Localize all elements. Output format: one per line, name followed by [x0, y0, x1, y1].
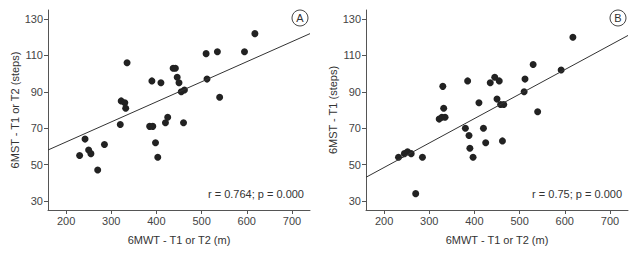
svg-text:200: 200 [57, 215, 75, 227]
svg-text:6MST - T1 or T2 (steps): 6MST - T1 or T2 (steps) [9, 52, 21, 169]
svg-text:500: 500 [192, 215, 210, 227]
svg-text:r = 0.764; p = 0.000: r = 0.764; p = 0.000 [208, 188, 304, 200]
svg-text:70: 70 [349, 122, 361, 134]
svg-text:110: 110 [25, 49, 43, 61]
svg-text:70: 70 [31, 122, 43, 134]
svg-text:600: 600 [556, 215, 574, 227]
svg-text:30: 30 [31, 195, 43, 207]
svg-text:A: A [296, 12, 304, 24]
svg-text:6MWT - T1 or T2 (m): 6MWT - T1 or T2 (m) [128, 234, 231, 246]
svg-text:6MWT - T1 or T2 (m): 6MWT - T1 or T2 (m) [446, 234, 549, 246]
svg-text:500: 500 [510, 215, 528, 227]
svg-text:B: B [614, 12, 621, 24]
svg-text:700: 700 [601, 215, 619, 227]
svg-text:r = 0.75; p = 0.000: r = 0.75; p = 0.000 [532, 188, 622, 200]
svg-text:90: 90 [31, 86, 43, 98]
svg-text:300: 300 [420, 215, 438, 227]
svg-text:200: 200 [375, 215, 393, 227]
svg-text:300: 300 [102, 215, 120, 227]
svg-text:700: 700 [283, 215, 301, 227]
svg-text:6MST - T1 (steps): 6MST - T1 (steps) [327, 66, 339, 154]
svg-text:600: 600 [238, 215, 256, 227]
svg-text:90: 90 [349, 86, 361, 98]
svg-text:400: 400 [465, 215, 483, 227]
svg-text:30: 30 [349, 195, 361, 207]
svg-text:50: 50 [349, 159, 361, 171]
svg-text:400: 400 [147, 215, 165, 227]
svg-text:130: 130 [25, 13, 43, 25]
svg-text:110: 110 [343, 49, 361, 61]
svg-text:50: 50 [31, 159, 43, 171]
svg-text:130: 130 [343, 13, 361, 25]
